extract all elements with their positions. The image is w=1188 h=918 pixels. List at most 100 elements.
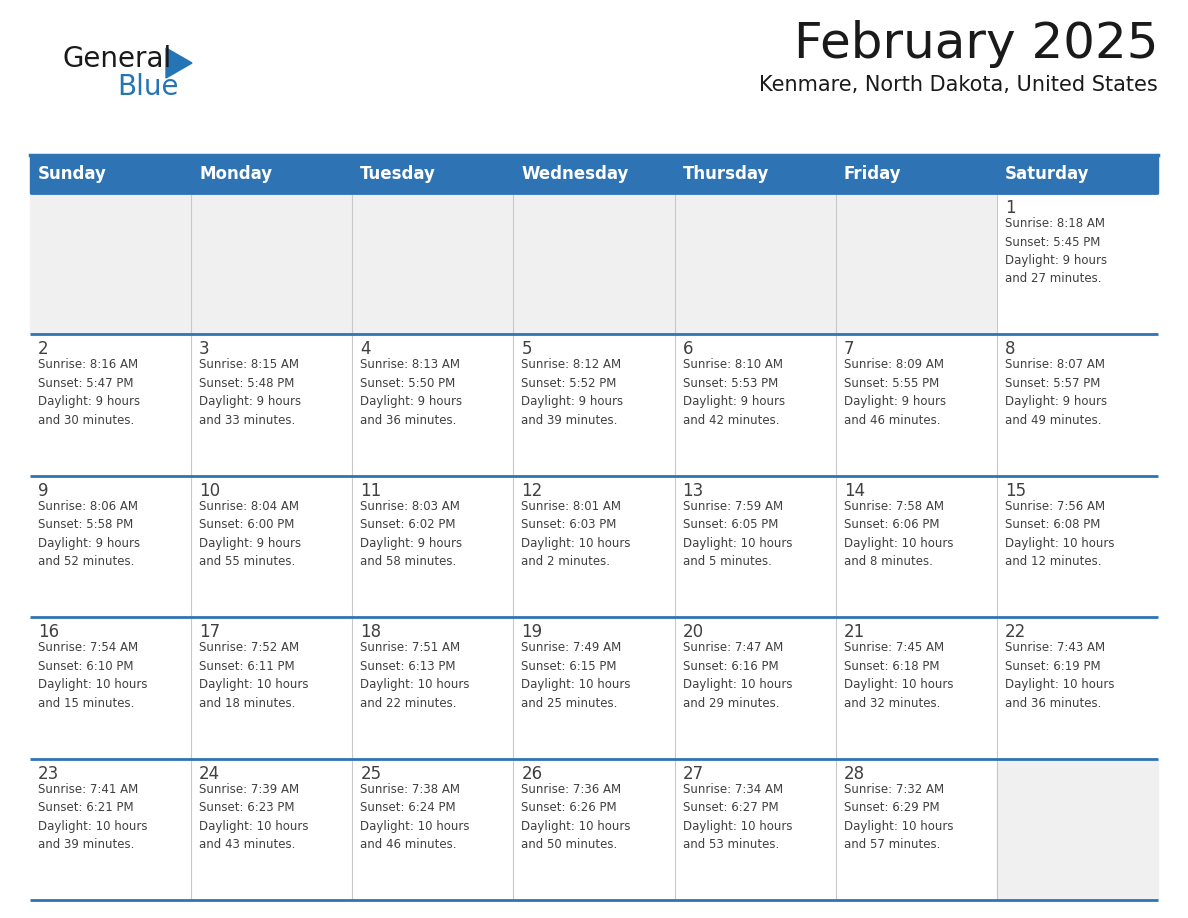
Text: Sunrise: 8:15 AM
Sunset: 5:48 PM
Daylight: 9 hours
and 33 minutes.: Sunrise: 8:15 AM Sunset: 5:48 PM Dayligh… <box>200 358 302 427</box>
Text: Sunrise: 8:09 AM
Sunset: 5:55 PM
Daylight: 9 hours
and 46 minutes.: Sunrise: 8:09 AM Sunset: 5:55 PM Dayligh… <box>843 358 946 427</box>
Bar <box>835 476 997 617</box>
Text: 21: 21 <box>843 623 865 641</box>
Bar <box>997 758 1158 900</box>
Text: 25: 25 <box>360 765 381 783</box>
Bar <box>513 476 675 617</box>
Text: Monday: Monday <box>200 165 272 183</box>
Text: Sunrise: 7:59 AM
Sunset: 6:05 PM
Daylight: 10 hours
and 5 minutes.: Sunrise: 7:59 AM Sunset: 6:05 PM Dayligh… <box>683 499 792 568</box>
Bar <box>835 334 997 476</box>
Bar <box>675 155 835 193</box>
Bar <box>353 476 513 617</box>
Text: 24: 24 <box>200 765 220 783</box>
Text: 27: 27 <box>683 765 703 783</box>
Bar <box>30 476 191 617</box>
Bar <box>191 476 353 617</box>
Text: 17: 17 <box>200 623 220 641</box>
Text: 28: 28 <box>843 765 865 783</box>
Text: Sunrise: 8:01 AM
Sunset: 6:03 PM
Daylight: 10 hours
and 2 minutes.: Sunrise: 8:01 AM Sunset: 6:03 PM Dayligh… <box>522 499 631 568</box>
Bar <box>191 617 353 758</box>
Text: Sunrise: 7:34 AM
Sunset: 6:27 PM
Daylight: 10 hours
and 53 minutes.: Sunrise: 7:34 AM Sunset: 6:27 PM Dayligh… <box>683 783 792 851</box>
Text: Sunrise: 8:06 AM
Sunset: 5:58 PM
Daylight: 9 hours
and 52 minutes.: Sunrise: 8:06 AM Sunset: 5:58 PM Dayligh… <box>38 499 140 568</box>
Text: Sunrise: 7:52 AM
Sunset: 6:11 PM
Daylight: 10 hours
and 18 minutes.: Sunrise: 7:52 AM Sunset: 6:11 PM Dayligh… <box>200 641 309 710</box>
Text: 5: 5 <box>522 341 532 358</box>
Bar <box>353 617 513 758</box>
Polygon shape <box>166 48 192 78</box>
Bar <box>30 334 191 476</box>
Bar <box>30 758 191 900</box>
Text: Sunrise: 7:51 AM
Sunset: 6:13 PM
Daylight: 10 hours
and 22 minutes.: Sunrise: 7:51 AM Sunset: 6:13 PM Dayligh… <box>360 641 469 710</box>
Text: 26: 26 <box>522 765 543 783</box>
Text: Sunrise: 7:45 AM
Sunset: 6:18 PM
Daylight: 10 hours
and 32 minutes.: Sunrise: 7:45 AM Sunset: 6:18 PM Dayligh… <box>843 641 953 710</box>
Text: Sunrise: 8:03 AM
Sunset: 6:02 PM
Daylight: 9 hours
and 58 minutes.: Sunrise: 8:03 AM Sunset: 6:02 PM Dayligh… <box>360 499 462 568</box>
Text: 7: 7 <box>843 341 854 358</box>
Text: Thursday: Thursday <box>683 165 769 183</box>
Bar <box>997 334 1158 476</box>
Bar <box>353 155 513 193</box>
Bar <box>675 334 835 476</box>
Bar <box>675 193 835 334</box>
Text: Sunrise: 7:39 AM
Sunset: 6:23 PM
Daylight: 10 hours
and 43 minutes.: Sunrise: 7:39 AM Sunset: 6:23 PM Dayligh… <box>200 783 309 851</box>
Text: 4: 4 <box>360 341 371 358</box>
Text: 12: 12 <box>522 482 543 499</box>
Bar <box>513 334 675 476</box>
Text: Sunrise: 8:12 AM
Sunset: 5:52 PM
Daylight: 9 hours
and 39 minutes.: Sunrise: 8:12 AM Sunset: 5:52 PM Dayligh… <box>522 358 624 427</box>
Bar <box>513 193 675 334</box>
Text: Kenmare, North Dakota, United States: Kenmare, North Dakota, United States <box>759 75 1158 95</box>
Text: Blue: Blue <box>116 73 178 101</box>
Bar <box>191 193 353 334</box>
Text: 23: 23 <box>38 765 59 783</box>
Bar <box>353 193 513 334</box>
Text: 6: 6 <box>683 341 693 358</box>
Text: 15: 15 <box>1005 482 1026 499</box>
Bar <box>675 758 835 900</box>
Text: Sunrise: 7:47 AM
Sunset: 6:16 PM
Daylight: 10 hours
and 29 minutes.: Sunrise: 7:47 AM Sunset: 6:16 PM Dayligh… <box>683 641 792 710</box>
Text: Sunrise: 7:32 AM
Sunset: 6:29 PM
Daylight: 10 hours
and 57 minutes.: Sunrise: 7:32 AM Sunset: 6:29 PM Dayligh… <box>843 783 953 851</box>
Bar <box>30 617 191 758</box>
Text: 22: 22 <box>1005 623 1026 641</box>
Text: 19: 19 <box>522 623 543 641</box>
Text: Sunrise: 7:49 AM
Sunset: 6:15 PM
Daylight: 10 hours
and 25 minutes.: Sunrise: 7:49 AM Sunset: 6:15 PM Dayligh… <box>522 641 631 710</box>
Text: 20: 20 <box>683 623 703 641</box>
Bar <box>513 758 675 900</box>
Text: 2: 2 <box>38 341 49 358</box>
Text: 9: 9 <box>38 482 49 499</box>
Bar <box>835 193 997 334</box>
Bar <box>191 758 353 900</box>
Text: 11: 11 <box>360 482 381 499</box>
Text: Sunrise: 8:10 AM
Sunset: 5:53 PM
Daylight: 9 hours
and 42 minutes.: Sunrise: 8:10 AM Sunset: 5:53 PM Dayligh… <box>683 358 785 427</box>
Bar <box>191 155 353 193</box>
Bar <box>675 617 835 758</box>
Text: 3: 3 <box>200 341 210 358</box>
Text: Sunrise: 7:43 AM
Sunset: 6:19 PM
Daylight: 10 hours
and 36 minutes.: Sunrise: 7:43 AM Sunset: 6:19 PM Dayligh… <box>1005 641 1114 710</box>
Text: Saturday: Saturday <box>1005 165 1089 183</box>
Text: Sunrise: 8:13 AM
Sunset: 5:50 PM
Daylight: 9 hours
and 36 minutes.: Sunrise: 8:13 AM Sunset: 5:50 PM Dayligh… <box>360 358 462 427</box>
Text: Sunrise: 7:54 AM
Sunset: 6:10 PM
Daylight: 10 hours
and 15 minutes.: Sunrise: 7:54 AM Sunset: 6:10 PM Dayligh… <box>38 641 147 710</box>
Text: 18: 18 <box>360 623 381 641</box>
Bar <box>513 155 675 193</box>
Text: 10: 10 <box>200 482 220 499</box>
Bar <box>835 758 997 900</box>
Bar <box>353 334 513 476</box>
Text: Sunrise: 8:16 AM
Sunset: 5:47 PM
Daylight: 9 hours
and 30 minutes.: Sunrise: 8:16 AM Sunset: 5:47 PM Dayligh… <box>38 358 140 427</box>
Text: 16: 16 <box>38 623 59 641</box>
Text: Sunrise: 8:07 AM
Sunset: 5:57 PM
Daylight: 9 hours
and 49 minutes.: Sunrise: 8:07 AM Sunset: 5:57 PM Dayligh… <box>1005 358 1107 427</box>
Bar <box>997 193 1158 334</box>
Bar <box>191 334 353 476</box>
Text: February 2025: February 2025 <box>794 20 1158 68</box>
Text: Sunrise: 8:18 AM
Sunset: 5:45 PM
Daylight: 9 hours
and 27 minutes.: Sunrise: 8:18 AM Sunset: 5:45 PM Dayligh… <box>1005 217 1107 285</box>
Bar <box>835 155 997 193</box>
Bar <box>997 155 1158 193</box>
Text: Wednesday: Wednesday <box>522 165 628 183</box>
Text: Sunrise: 8:04 AM
Sunset: 6:00 PM
Daylight: 9 hours
and 55 minutes.: Sunrise: 8:04 AM Sunset: 6:00 PM Dayligh… <box>200 499 302 568</box>
Text: 14: 14 <box>843 482 865 499</box>
Bar <box>997 476 1158 617</box>
Text: 13: 13 <box>683 482 703 499</box>
Text: Friday: Friday <box>843 165 902 183</box>
Text: Sunday: Sunday <box>38 165 107 183</box>
Text: Sunrise: 7:58 AM
Sunset: 6:06 PM
Daylight: 10 hours
and 8 minutes.: Sunrise: 7:58 AM Sunset: 6:06 PM Dayligh… <box>843 499 953 568</box>
Bar <box>835 617 997 758</box>
Bar <box>30 155 191 193</box>
Text: Tuesday: Tuesday <box>360 165 436 183</box>
Text: Sunrise: 7:56 AM
Sunset: 6:08 PM
Daylight: 10 hours
and 12 minutes.: Sunrise: 7:56 AM Sunset: 6:08 PM Dayligh… <box>1005 499 1114 568</box>
Bar <box>513 617 675 758</box>
